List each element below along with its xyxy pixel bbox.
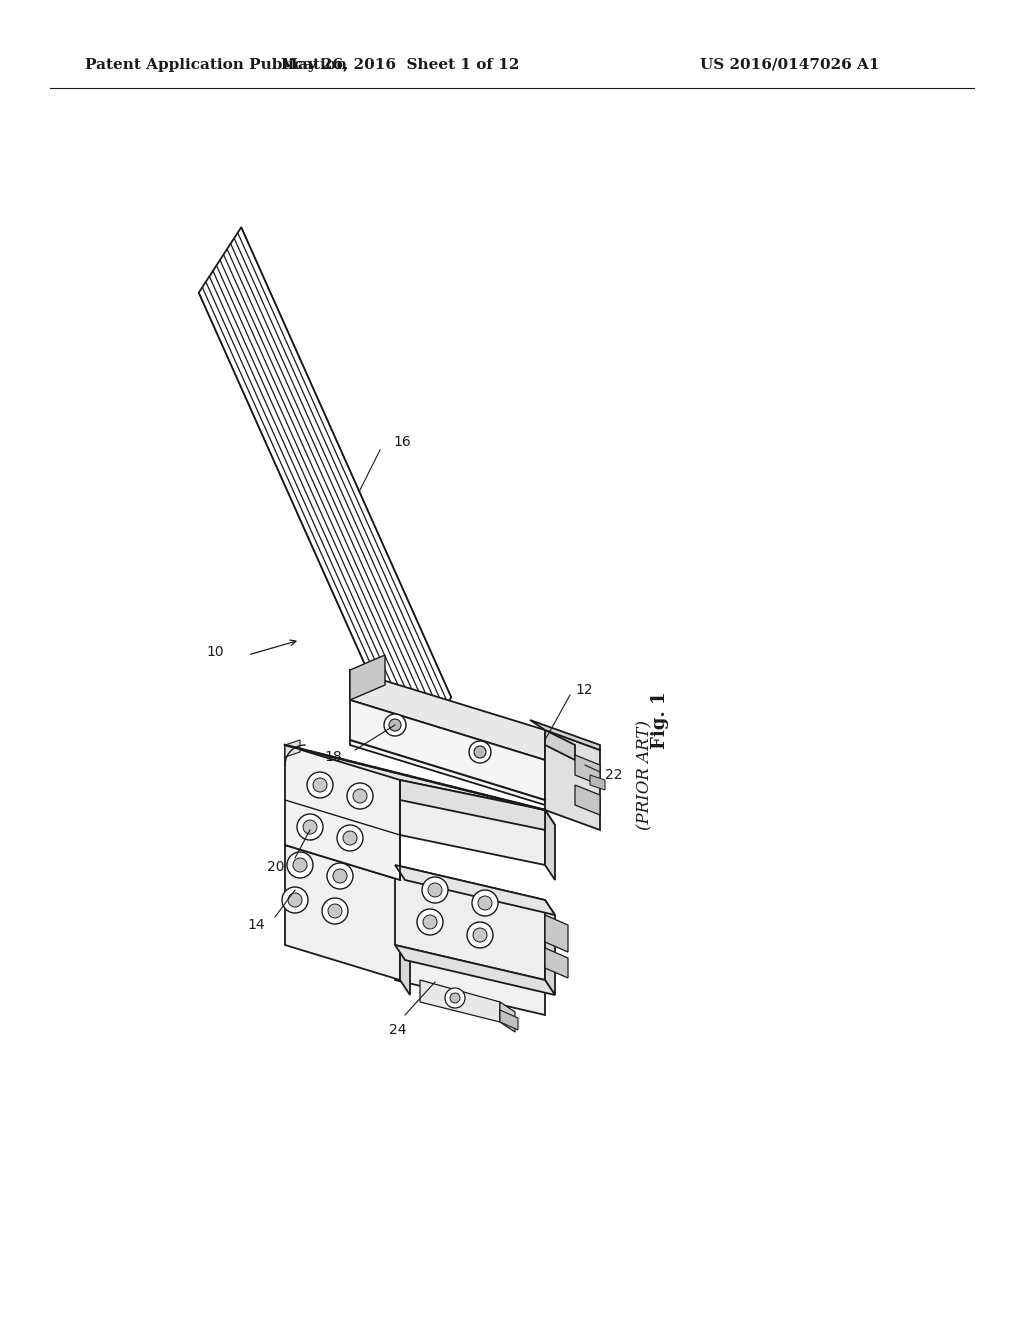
Text: US 2016/0147026 A1: US 2016/0147026 A1 xyxy=(700,58,880,73)
Polygon shape xyxy=(575,785,600,814)
Polygon shape xyxy=(285,744,400,880)
Text: (PRIOR ART): (PRIOR ART) xyxy=(637,719,653,830)
Polygon shape xyxy=(285,845,400,979)
Circle shape xyxy=(474,746,486,758)
Circle shape xyxy=(467,921,493,948)
Circle shape xyxy=(417,909,443,935)
Polygon shape xyxy=(590,775,605,789)
Text: 24: 24 xyxy=(389,1023,407,1038)
Circle shape xyxy=(337,825,362,851)
Text: 12: 12 xyxy=(575,682,593,697)
Circle shape xyxy=(445,987,465,1008)
Text: 20: 20 xyxy=(267,861,285,874)
Polygon shape xyxy=(575,755,600,785)
Polygon shape xyxy=(500,1002,515,1032)
Polygon shape xyxy=(285,744,555,825)
Circle shape xyxy=(327,863,353,888)
Circle shape xyxy=(288,894,302,907)
Circle shape xyxy=(478,896,492,909)
Polygon shape xyxy=(545,948,568,978)
Polygon shape xyxy=(285,741,300,756)
Circle shape xyxy=(328,904,342,917)
Circle shape xyxy=(287,851,313,878)
Circle shape xyxy=(422,876,449,903)
Text: 22: 22 xyxy=(605,768,623,781)
Polygon shape xyxy=(395,945,545,1015)
Circle shape xyxy=(313,777,327,792)
Circle shape xyxy=(322,898,348,924)
Circle shape xyxy=(389,719,401,731)
Text: 14: 14 xyxy=(248,917,265,932)
Polygon shape xyxy=(545,730,600,830)
Polygon shape xyxy=(545,730,575,820)
Polygon shape xyxy=(545,915,568,952)
Circle shape xyxy=(297,814,323,840)
Polygon shape xyxy=(530,719,600,750)
Text: Fig. 1: Fig. 1 xyxy=(651,692,669,748)
Circle shape xyxy=(473,928,487,942)
Polygon shape xyxy=(350,700,545,805)
Text: Patent Application Publication: Patent Application Publication xyxy=(85,58,347,73)
Circle shape xyxy=(353,789,367,803)
Polygon shape xyxy=(545,900,555,995)
Polygon shape xyxy=(545,730,575,760)
Polygon shape xyxy=(350,655,385,700)
Polygon shape xyxy=(395,945,555,995)
Polygon shape xyxy=(400,780,545,865)
Polygon shape xyxy=(420,979,500,1022)
Polygon shape xyxy=(395,865,545,979)
Polygon shape xyxy=(199,227,452,763)
Circle shape xyxy=(293,858,307,873)
Circle shape xyxy=(343,832,357,845)
Circle shape xyxy=(423,915,437,929)
Circle shape xyxy=(303,820,317,834)
Circle shape xyxy=(282,887,308,913)
Circle shape xyxy=(333,869,347,883)
Polygon shape xyxy=(545,810,555,880)
Text: 16: 16 xyxy=(393,436,411,449)
Polygon shape xyxy=(500,1010,518,1030)
Circle shape xyxy=(450,993,460,1003)
Polygon shape xyxy=(350,671,545,760)
Circle shape xyxy=(428,883,442,898)
Circle shape xyxy=(347,783,373,809)
Polygon shape xyxy=(400,780,545,830)
Text: 18: 18 xyxy=(325,750,342,764)
Circle shape xyxy=(384,714,406,737)
Text: May 26, 2016  Sheet 1 of 12: May 26, 2016 Sheet 1 of 12 xyxy=(281,58,519,73)
Circle shape xyxy=(472,890,498,916)
Polygon shape xyxy=(395,865,555,915)
Circle shape xyxy=(469,741,490,763)
Circle shape xyxy=(307,772,333,799)
Text: 10: 10 xyxy=(206,645,224,659)
Polygon shape xyxy=(400,880,410,995)
